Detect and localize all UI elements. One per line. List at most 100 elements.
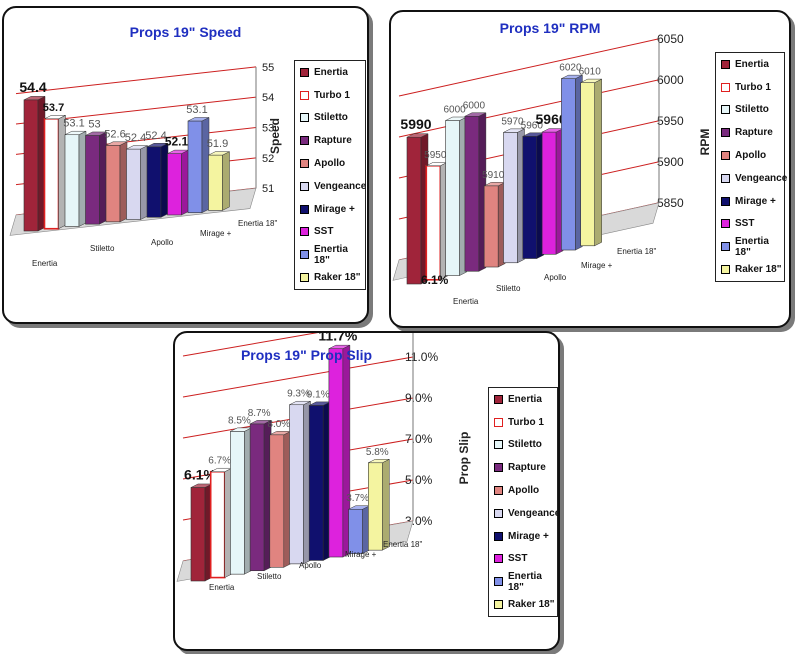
speed-bar-7	[167, 153, 182, 216]
speed-data-label: 53	[88, 118, 100, 130]
speed-bar-side-1	[58, 114, 66, 230]
prop-slip-data-label: 8.5%	[228, 415, 251, 426]
legend-item: Turbo 1	[489, 411, 557, 434]
legend-swatch	[494, 463, 503, 473]
legend-item: Mirage +	[489, 525, 557, 548]
speed-ytick-label: 53	[262, 123, 274, 135]
legend-item: Apollo	[716, 144, 784, 167]
prop-slip-bar-3	[249, 423, 265, 572]
rpm-data-label: 6020	[559, 63, 582, 74]
legend-label: Stiletto	[508, 439, 542, 451]
prop-slip-bar-0	[190, 487, 206, 582]
legend-label: Vengeance	[508, 507, 560, 519]
rpm-bar-6	[522, 136, 538, 259]
rpm-bar-7	[541, 131, 557, 255]
prop-slip-data-label: 8.0%	[267, 419, 290, 430]
speed-bar-top-4	[105, 141, 128, 146]
legend-item: Vengeance	[716, 167, 788, 190]
rpm-gridline	[398, 79, 660, 138]
prop-slip-ytick-label: 9.0%	[405, 391, 433, 405]
prop-slip-data-label: 6.1%	[184, 466, 216, 482]
legend-item: Apollo	[489, 479, 557, 502]
legend-label: Mirage +	[735, 195, 776, 207]
prop-slip-bar-4	[269, 434, 285, 568]
legend-label: Turbo 1	[314, 89, 350, 101]
prop-slip-chart-title: Props 19" Prop Slip	[240, 347, 373, 363]
legend-item: Stiletto	[295, 107, 365, 130]
speed-bar-top-1	[44, 115, 66, 120]
legend-swatch	[494, 394, 503, 404]
legend-label: Stiletto	[314, 112, 348, 124]
rpm-bar-0	[406, 136, 422, 285]
legend-item: Rapture	[295, 129, 365, 152]
prop-slip-gridline	[182, 333, 319, 357]
legend-label: Rapture	[735, 127, 773, 139]
speed-xtick-label: Enertia 18"	[238, 219, 277, 228]
rpm-bar-9	[580, 82, 595, 247]
prop-slip-bar-top-7	[328, 344, 351, 349]
legend-item: Raker 18"	[489, 593, 557, 616]
prop-slip-bar-7	[328, 348, 344, 558]
speed-data-label: 54.4	[19, 79, 46, 95]
rpm-bar-top-3	[464, 112, 487, 117]
legend-label: Enertia 18"	[314, 243, 348, 266]
rpm-xtick-label: Mirage +	[581, 261, 613, 270]
prop-slip-data-label: 6.7%	[208, 456, 231, 467]
legend-swatch	[721, 242, 730, 252]
rpm-bar-top-9	[580, 78, 602, 83]
legend-swatch	[300, 67, 309, 77]
legend-swatch	[300, 90, 309, 100]
prop-slip-bar-top-9	[368, 459, 390, 464]
rpm-data-label: 5990	[400, 116, 431, 132]
legend-label: Rapture	[314, 135, 352, 147]
legend-item: Vengeance	[295, 175, 366, 198]
prop-slip-bar-2	[230, 431, 245, 575]
prop-slip-bar-1	[209, 470, 226, 579]
prop-slip-data-label: 5.8%	[366, 447, 389, 458]
rpm-annotation: 6.1%	[421, 273, 449, 287]
speed-ytick-label: 54	[262, 92, 274, 104]
speed-data-label: 52.1	[165, 135, 189, 149]
prop-slip-bar-side-9	[382, 458, 390, 551]
rpm-chart-svg: 58505900595060006050RPM59905950600060005…	[392, 32, 712, 306]
legend-label: SST	[508, 553, 528, 565]
legend-swatch	[721, 82, 730, 92]
legend-swatch	[494, 531, 503, 541]
speed-bar-side-7	[181, 149, 189, 216]
rpm-data-label: 5970	[501, 116, 524, 127]
legend-swatch	[494, 486, 503, 496]
legend-item: Stiletto	[489, 434, 557, 457]
speed-bar-2	[64, 134, 80, 227]
rpm-bar-top-0	[406, 133, 429, 138]
speed-data-label: 52.6	[104, 128, 125, 140]
legend-item: Raker 18"	[295, 266, 365, 289]
prop-slip-gridline	[182, 356, 414, 398]
legend-label: Turbo 1	[735, 81, 771, 93]
prop-slip-bar-5	[289, 404, 304, 565]
prop-slip-data-label: 11.7%	[318, 333, 357, 344]
legend-label: Raker 18"	[508, 599, 555, 611]
rpm-ytick-label: 6050	[657, 32, 684, 46]
rpm-bar-top-5	[503, 128, 525, 133]
rpm-bar-5	[503, 132, 518, 264]
speed-bar-5	[126, 148, 141, 220]
speed-xtick-label: Stiletto	[90, 244, 115, 253]
legend-swatch	[494, 554, 503, 564]
speed-bar-9	[208, 154, 223, 211]
prop-slip-bar-9	[368, 462, 383, 551]
speed-axis-title: Speed	[268, 118, 282, 154]
legend-item: Rapture	[716, 121, 784, 144]
legend-label: Stiletto	[735, 104, 769, 116]
legend-item: Apollo	[295, 152, 365, 175]
speed-bar-top-5	[126, 145, 148, 150]
rpm-chart-panel: 5850 5900 5950 6000 6050 RPM 5990 5950 6000 6000 5…	[389, 10, 791, 328]
speed-bar-top-2	[64, 130, 87, 135]
legend-label: Vengeance	[735, 172, 788, 184]
speed-bar-top-6	[146, 143, 169, 148]
speed-ytick-label: 51	[262, 183, 274, 195]
rpm-ytick-label: 5900	[657, 155, 684, 169]
prop-slip-ytick-label: 5.0%	[405, 473, 433, 487]
rpm-data-label: 5960	[521, 120, 544, 131]
speed-bar-top-3	[85, 131, 107, 136]
rpm-bar-side-9	[594, 78, 602, 247]
